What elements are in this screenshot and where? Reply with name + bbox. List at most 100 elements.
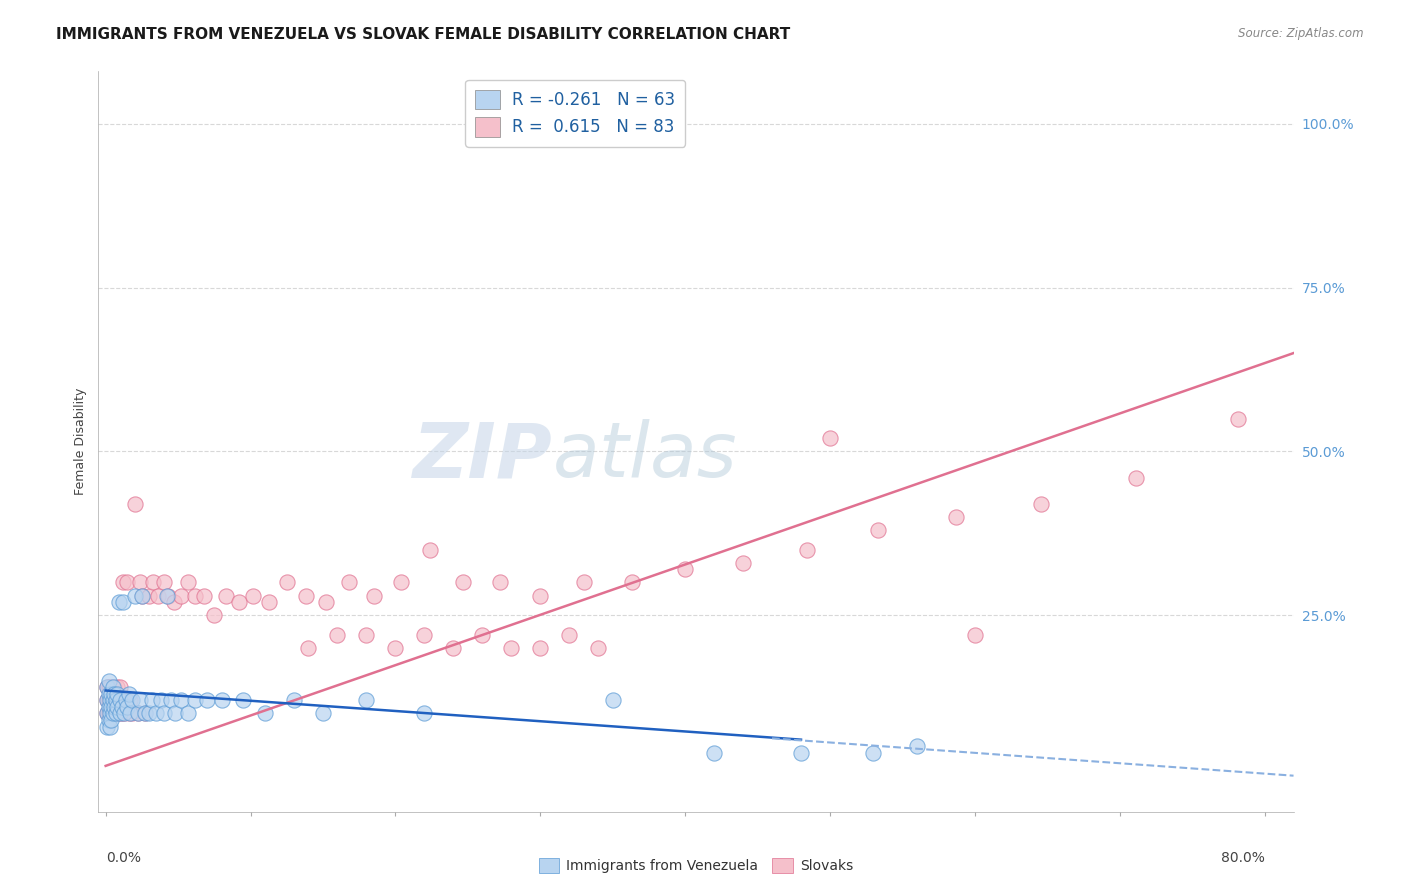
Point (97, 713, 120, 727)
Point (124, 497, 146, 511)
Point (356, 693, 378, 707)
Point (862, 746, 884, 760)
Point (101, 693, 124, 707)
Point (363, 589, 385, 603)
Point (98, 680, 121, 694)
Point (101, 706, 124, 721)
Point (120, 706, 142, 721)
Point (453, 575, 475, 590)
Point (105, 699, 128, 714)
Point (134, 706, 156, 721)
Point (104, 706, 127, 721)
Point (97, 693, 120, 707)
Point (673, 562, 696, 576)
Point (127, 706, 149, 721)
Point (326, 628, 349, 642)
Point (1031, 497, 1053, 511)
Point (127, 706, 149, 721)
Point (131, 589, 153, 603)
Point (242, 589, 264, 603)
Point (105, 680, 128, 694)
Point (98, 693, 121, 707)
Point (100, 713, 122, 727)
Point (419, 542, 441, 557)
Point (283, 693, 305, 707)
Point (114, 706, 136, 721)
Point (141, 693, 163, 707)
Point (184, 589, 207, 603)
Point (100, 693, 122, 707)
Point (177, 575, 200, 590)
Point (152, 706, 174, 721)
Point (96, 706, 118, 721)
Point (101, 693, 124, 707)
Point (228, 595, 250, 609)
Legend: Immigrants from Venezuela, Slovaks: Immigrants from Venezuela, Slovaks (533, 853, 859, 879)
Point (276, 575, 298, 590)
Point (384, 640, 406, 655)
Point (97, 706, 120, 721)
Point (731, 556, 754, 570)
Point (790, 746, 813, 760)
Point (118, 706, 141, 721)
Point (294, 589, 316, 603)
Text: 0.0%: 0.0% (105, 851, 141, 865)
Point (471, 628, 494, 642)
Point (101, 706, 124, 721)
Point (818, 431, 841, 445)
Point (796, 542, 818, 557)
Text: atlas: atlas (553, 419, 737, 493)
Point (963, 628, 986, 642)
Point (108, 693, 131, 707)
Point (146, 589, 169, 603)
Point (96, 680, 118, 694)
Point (131, 589, 153, 603)
Point (312, 706, 335, 721)
Point (103, 687, 125, 701)
Point (129, 693, 152, 707)
Point (138, 706, 160, 721)
Point (215, 589, 238, 603)
Point (356, 628, 378, 642)
Point (155, 589, 177, 603)
Point (586, 640, 609, 655)
Point (165, 706, 187, 721)
Point (105, 687, 128, 701)
Point (389, 575, 412, 590)
Point (110, 706, 132, 721)
Point (152, 575, 174, 590)
Point (177, 706, 200, 721)
Point (337, 575, 360, 590)
Point (120, 693, 142, 707)
Point (96, 693, 118, 707)
Point (441, 640, 464, 655)
Text: IMMIGRANTS FROM VENEZUELA VS SLOVAK FEMALE DISABILITY CORRELATION CHART: IMMIGRANTS FROM VENEZUELA VS SLOVAK FEMA… (56, 27, 790, 42)
Point (96, 680, 118, 694)
Point (253, 706, 276, 721)
Point (145, 706, 167, 721)
Text: 80.0%: 80.0% (1220, 851, 1264, 865)
Point (501, 640, 523, 655)
Point (103, 699, 125, 714)
Point (602, 693, 624, 707)
Point (297, 640, 319, 655)
Point (103, 706, 125, 721)
Point (98, 693, 121, 707)
Point (134, 706, 156, 721)
Point (703, 746, 725, 760)
Point (121, 706, 143, 721)
Point (104, 706, 127, 721)
Point (105, 706, 128, 721)
Point (315, 595, 337, 609)
Point (193, 589, 215, 603)
Point (96, 720, 118, 734)
Point (107, 595, 129, 609)
Point (232, 693, 254, 707)
Point (163, 595, 186, 609)
Point (202, 608, 225, 623)
Point (184, 693, 207, 707)
Point (110, 699, 132, 714)
Point (98, 706, 121, 721)
Point (97, 680, 120, 694)
Point (529, 589, 551, 603)
